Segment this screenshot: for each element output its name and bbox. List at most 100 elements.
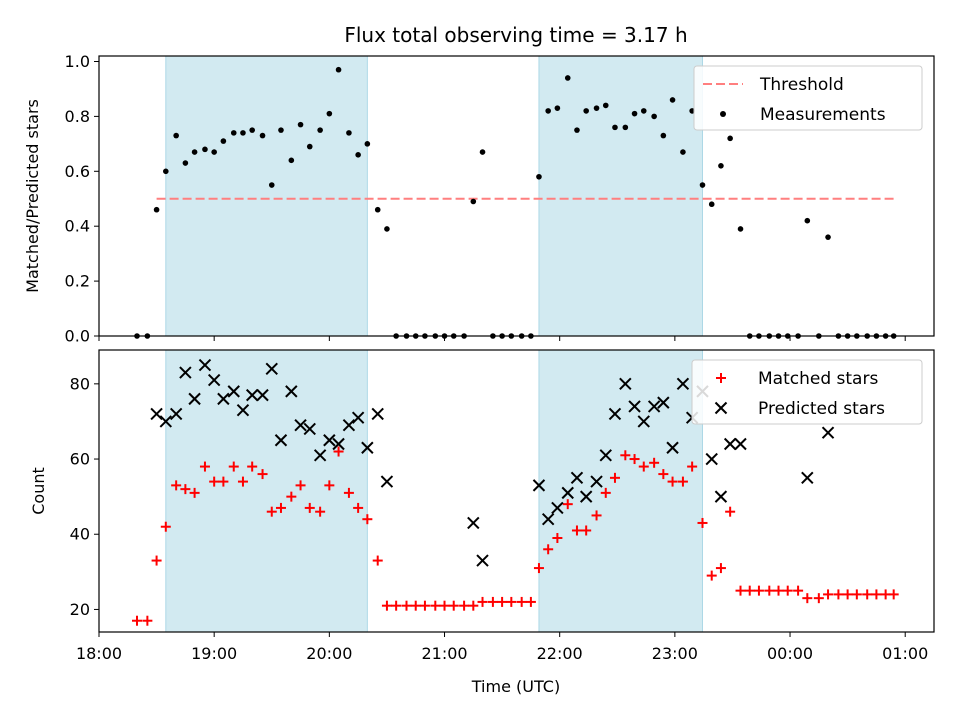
- legend-label: Predicted stars: [758, 399, 885, 419]
- measurement-point: [737, 226, 744, 232]
- x-tick-label: 21:00: [421, 644, 467, 663]
- measurement-point: [326, 110, 333, 117]
- bottom-panel: 20 40 60 80 18:00 19:00 20:00 21:00 22:00 23:00 00…: [29, 349, 935, 663]
- matched-marker: [448, 600, 459, 611]
- y-axis-label: Matched/Predicted stars: [23, 99, 42, 293]
- matched-marker: [228, 461, 239, 472]
- matched-marker: [497, 596, 508, 607]
- matched-marker: [649, 457, 660, 468]
- predicted-marker: [361, 441, 374, 454]
- measurement-point: [202, 146, 208, 153]
- predicted-marker: [179, 366, 192, 379]
- predicted-marker: [467, 516, 480, 530]
- x-tick-label: 01:00: [882, 644, 928, 663]
- predicted-marker: [150, 407, 163, 421]
- measurement-point: [182, 160, 189, 166]
- matched-marker: [725, 506, 736, 517]
- measurement-point: [622, 124, 629, 131]
- measurement-point: [612, 124, 618, 131]
- matched-marker: [552, 533, 563, 543]
- matched-marker: [813, 593, 824, 604]
- measurement-point: [259, 132, 266, 139]
- predicted-marker: [647, 400, 661, 413]
- measurement-point: [660, 132, 667, 139]
- matched-marker: [362, 514, 373, 525]
- measurement-point: [536, 173, 542, 180]
- predicted-marker: [285, 385, 298, 398]
- matched-marker: [266, 506, 277, 517]
- measurement-point: [593, 105, 600, 111]
- predicted-marker: [274, 434, 288, 447]
- matched-marker: [353, 502, 364, 513]
- matched-marker: [533, 563, 544, 574]
- chart-title: Flux total observing time = 3.17 h: [344, 23, 687, 47]
- legend-frame: [693, 65, 923, 131]
- measurement-point: [306, 143, 313, 150]
- x-tick-label: 19:00: [191, 644, 237, 663]
- matched-marker: [862, 589, 873, 600]
- measurement-point: [825, 234, 831, 240]
- matched-marker: [609, 472, 620, 483]
- measurement-point: [220, 138, 227, 144]
- predicted-marker: [628, 400, 641, 413]
- measurement-point: [355, 152, 361, 158]
- observing-window-0: [165, 55, 368, 337]
- predicted-marker: [705, 452, 718, 466]
- matched-marker: [516, 596, 527, 607]
- matched-marker: [715, 563, 726, 574]
- measurement-point: [545, 108, 551, 114]
- matched-marker: [629, 454, 640, 465]
- predicted-marker: [608, 407, 622, 421]
- x-tick-label: 18:00: [76, 644, 122, 663]
- measurement-point: [173, 132, 179, 139]
- measurement-point: [384, 226, 390, 232]
- series-matched-stars: [132, 446, 899, 626]
- measurement-point: [631, 110, 638, 117]
- matched-marker: [773, 585, 784, 596]
- predicted-marker: [801, 471, 814, 485]
- matched-marker: [324, 480, 335, 491]
- predicted-marker: [579, 490, 593, 503]
- observing-window-0: [165, 349, 368, 633]
- y-tick-label: 60: [70, 450, 90, 469]
- y-tick-label: 0.6: [65, 162, 90, 181]
- predicted-marker: [332, 437, 345, 451]
- matched-marker: [430, 600, 441, 611]
- predicted-marker: [236, 403, 250, 417]
- matched-marker: [871, 589, 882, 600]
- predicted-marker: [541, 512, 555, 526]
- measurement-point: [163, 168, 169, 175]
- predicted-marker: [657, 396, 670, 409]
- legend-label: Matched stars: [758, 369, 878, 389]
- predicted-marker: [619, 377, 632, 391]
- measurement-point: [602, 102, 609, 109]
- matched-marker: [506, 596, 517, 607]
- measurement-point: [708, 201, 715, 208]
- matched-marker: [823, 589, 834, 600]
- series-predicted-stars: [150, 358, 835, 567]
- measurement-point: [651, 113, 657, 120]
- predicted-marker: [380, 475, 394, 488]
- predicted-marker: [207, 373, 221, 387]
- legend-key-predicted: [714, 401, 728, 415]
- measurement-point: [346, 130, 352, 136]
- matched-marker: [372, 555, 383, 566]
- x-tick-label: 00:00: [767, 644, 813, 663]
- observing-window-1: [538, 55, 704, 337]
- matched-marker: [687, 461, 698, 472]
- legend-frame: [691, 359, 923, 425]
- matched-marker: [706, 570, 717, 581]
- predicted-marker: [714, 490, 728, 503]
- matched-marker: [419, 600, 430, 611]
- predicted-marker: [169, 407, 183, 421]
- measurement-point: [669, 97, 676, 103]
- x-tick-label: 23:00: [652, 644, 698, 663]
- matched-marker: [667, 476, 678, 487]
- y-tick-label: 0.0: [65, 327, 90, 346]
- predicted-marker: [227, 385, 240, 398]
- matched-marker: [620, 450, 631, 461]
- matched-marker: [638, 461, 649, 472]
- predicted-marker: [351, 411, 365, 424]
- predicted-marker: [371, 407, 384, 421]
- measurement-point: [574, 127, 580, 133]
